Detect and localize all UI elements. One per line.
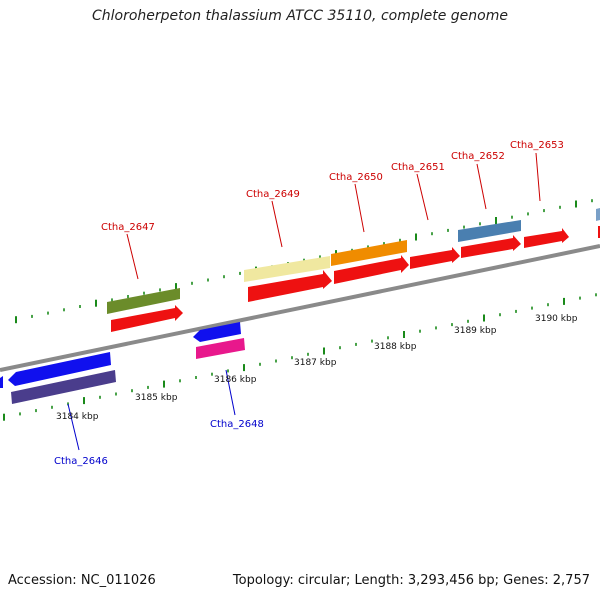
gene-arrow-rev-2[interactable] (193, 322, 241, 342)
gene-arrow-6[interactable] (524, 228, 569, 248)
tick-row-lower (3, 293, 597, 421)
cog-bar-2[interactable] (244, 256, 330, 282)
cog-bar-1[interactable] (107, 288, 180, 314)
scale-label: 3190 kbp (535, 314, 578, 324)
gene-label-ctha-2647[interactable]: Ctha_2647 (101, 222, 155, 233)
cog-bar-rev-1[interactable] (11, 370, 116, 404)
edge-feature (596, 208, 600, 221)
gene-labels: Ctha_2647 Ctha_2649 Ctha_2650 Ctha_2651 … (54, 140, 564, 467)
cog-bar-5[interactable] (458, 220, 521, 242)
features-reverse (0, 322, 245, 404)
gene-arrow-5[interactable] (461, 235, 521, 258)
gene-arrow-rev-1[interactable] (8, 352, 111, 386)
gene-label-ctha-2649[interactable]: Ctha_2649 (246, 189, 300, 200)
scale-label: 3185 kbp (135, 393, 178, 403)
genome-summary: Topology: circular; Length: 3,293,456 bp… (232, 573, 590, 588)
features-forward (107, 208, 600, 332)
gene-label-ctha-2650[interactable]: Ctha_2650 (329, 172, 383, 183)
gene-arrow-4[interactable] (410, 247, 460, 269)
edge-arrow-left (0, 376, 3, 388)
gene-label-ctha-2651[interactable]: Ctha_2651 (391, 162, 445, 173)
gene-label-ctha-2648[interactable]: Ctha_2648 (210, 419, 264, 430)
gene-arrow-3[interactable] (334, 255, 409, 284)
gene-arrow-1[interactable] (111, 305, 183, 332)
gene-label-ctha-2652[interactable]: Ctha_2652 (451, 151, 505, 162)
gene-label-ctha-2646[interactable]: Ctha_2646 (54, 456, 108, 467)
scale-label: 3188 kbp (374, 342, 417, 352)
map-title: Chloroherpeton thalassium ATCC 35110, co… (92, 8, 508, 24)
cog-bar-3[interactable] (331, 240, 407, 266)
scale-label: 3187 kbp (294, 358, 337, 368)
gene-arrow-2[interactable] (248, 270, 332, 302)
scale-labels: 3184 kbp 3185 kbp 3186 kbp 3187 kbp 3188… (56, 314, 578, 422)
leader-lines (67, 152, 541, 451)
scale-label: 3186 kbp (214, 375, 257, 385)
scale-label: 3189 kbp (454, 326, 497, 336)
genome-backbone (0, 244, 600, 372)
accession-text: Accession: NC_011026 (8, 573, 156, 588)
cog-bar-rev-2[interactable] (196, 338, 245, 359)
scale-label: 3184 kbp (56, 412, 99, 422)
gene-label-ctha-2653[interactable]: Ctha_2653 (510, 140, 564, 151)
